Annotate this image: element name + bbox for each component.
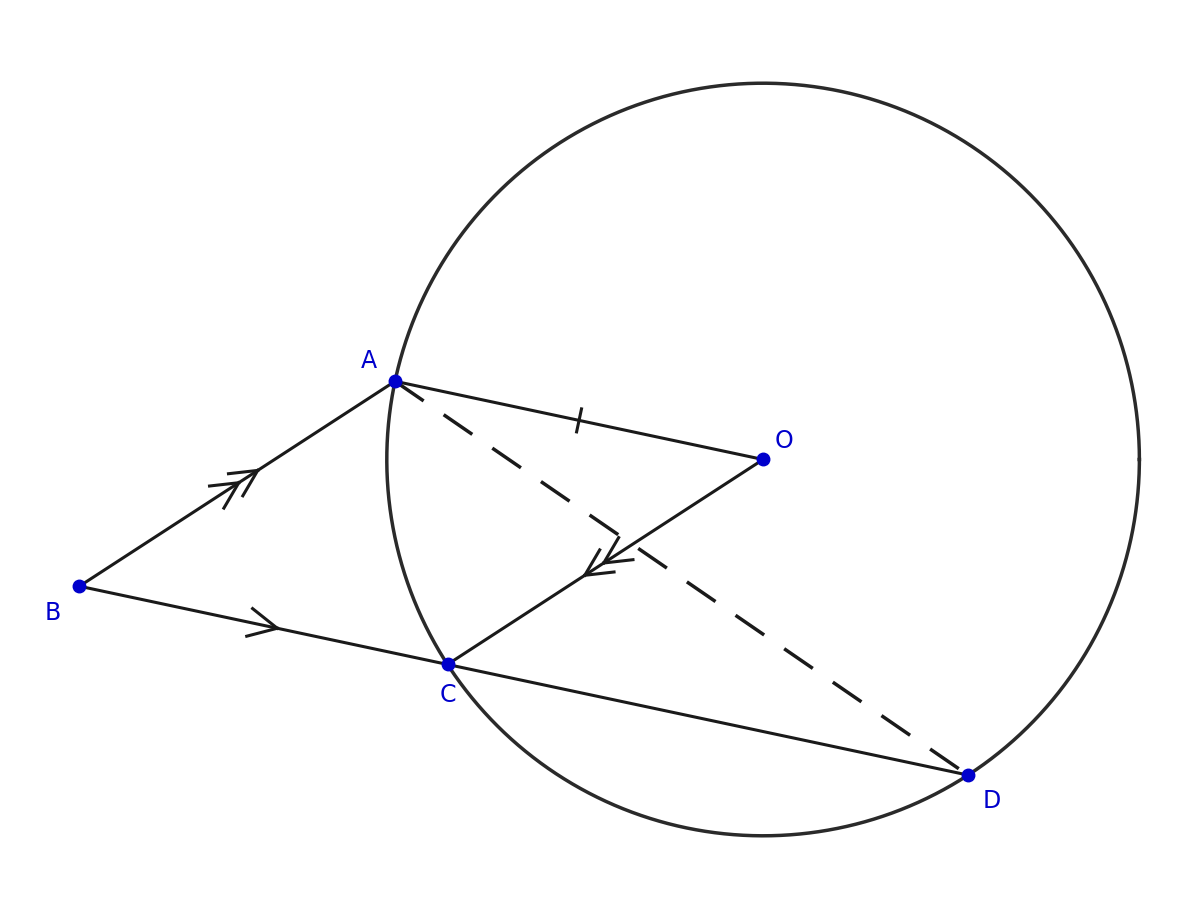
Text: O: O [774, 428, 793, 453]
Text: D: D [983, 789, 1001, 813]
Text: C: C [439, 683, 456, 707]
Text: A: A [361, 348, 377, 372]
Text: B: B [44, 600, 61, 625]
